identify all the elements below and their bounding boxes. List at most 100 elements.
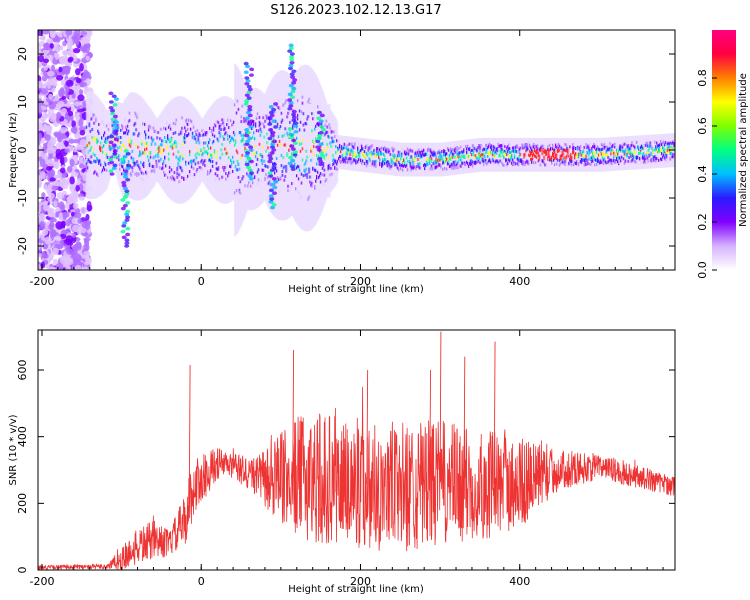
y-tick-label: 400 xyxy=(16,426,29,447)
heatmap-cell xyxy=(293,124,299,128)
heatmap-cell xyxy=(245,151,251,155)
heatmap-cell xyxy=(38,54,44,63)
heatmap-cell xyxy=(41,201,48,206)
heatmap-cell xyxy=(287,127,293,131)
heatmap-cell xyxy=(79,81,88,88)
heatmap-cell xyxy=(112,152,118,156)
y-tick-label: 20 xyxy=(16,47,29,61)
heatmap-cell xyxy=(293,129,299,134)
heatmap-cell xyxy=(79,63,84,72)
heatmap-cell xyxy=(113,137,119,142)
heatmap-cell xyxy=(84,34,91,43)
y-tick-label: 600 xyxy=(16,360,29,381)
heatmap-cell xyxy=(83,266,88,270)
heatmap-cell xyxy=(67,195,74,205)
heatmap-cell xyxy=(38,61,42,69)
heatmap-cell xyxy=(40,261,46,269)
heatmap-cell xyxy=(81,147,87,156)
heatmap-cell xyxy=(268,105,274,109)
snr-peak xyxy=(463,356,466,485)
heatmap-cell xyxy=(48,266,57,270)
heatmap-cell xyxy=(122,186,128,191)
heatmap-cell xyxy=(47,54,54,62)
heatmap-cell xyxy=(122,154,128,159)
heatmap-cell xyxy=(244,93,250,98)
heatmap-cell xyxy=(287,106,293,111)
heatmap-cell xyxy=(125,226,131,231)
heatmap-cell xyxy=(59,126,68,134)
heatmap-cell xyxy=(290,167,296,171)
heatmap-cell xyxy=(267,116,273,121)
heatmap-cell xyxy=(120,160,126,165)
heatmap-cell xyxy=(246,156,252,161)
heatmap-cell xyxy=(61,144,66,149)
y-tick-label: 0 xyxy=(16,147,29,154)
spectrogram-x-ticks: -200 0 200 400 xyxy=(29,30,664,288)
y-tick-label: 10 xyxy=(16,95,29,109)
heatmap-cell xyxy=(48,93,53,100)
heatmap-cell xyxy=(124,218,130,222)
snr-line xyxy=(38,331,675,570)
heatmap-cell xyxy=(60,220,67,228)
heatmap-cell xyxy=(72,138,80,144)
heatmap-cell xyxy=(291,81,297,85)
heatmap-cell xyxy=(246,84,252,89)
heatmap-cell xyxy=(317,133,323,138)
heatmap-cell xyxy=(270,130,276,135)
heatmap-cell xyxy=(291,112,297,117)
heatmap-cell xyxy=(47,70,55,77)
heatmap-cell xyxy=(43,65,48,71)
heatmap-cell xyxy=(247,105,253,109)
x-tick-label: 0 xyxy=(198,275,205,288)
snr-peak xyxy=(292,349,295,478)
heatmap-cell xyxy=(271,162,277,167)
heatmap-cell xyxy=(268,194,274,198)
spectrogram-heatmap xyxy=(38,30,675,270)
heatmap-cell xyxy=(119,157,125,162)
heatmap-cell xyxy=(124,192,130,196)
heatmap-cell xyxy=(244,128,250,132)
heatmap-cell xyxy=(248,125,254,129)
heatmap-cell xyxy=(267,159,273,164)
heatmap-cell xyxy=(71,218,78,225)
snr-peak xyxy=(429,369,432,485)
heatmap-cell xyxy=(68,56,74,62)
heatmap-cell xyxy=(43,184,48,190)
heatmap-cell xyxy=(315,139,321,144)
heatmap-cell xyxy=(288,101,294,105)
heatmap-cell xyxy=(61,133,67,140)
heatmap-cell xyxy=(46,207,55,213)
heatmap-cell xyxy=(245,130,251,135)
heatmap-cell xyxy=(245,64,251,69)
heatmap-cell xyxy=(673,143,675,147)
heatmap-cell xyxy=(108,105,114,110)
heatmap-cell xyxy=(245,139,251,144)
heatmap-cell xyxy=(53,200,58,208)
heatmap-cell xyxy=(246,90,252,95)
heatmap-cell xyxy=(122,195,128,199)
heatmap-cell xyxy=(51,82,58,87)
heatmap-cell xyxy=(290,75,296,79)
heatmap-cell xyxy=(288,66,294,71)
heatmap-cell xyxy=(41,253,49,259)
heatmap-cell xyxy=(58,55,67,65)
heatmap-cell xyxy=(113,131,119,136)
heatmap-cell xyxy=(49,42,55,49)
heatmap-cell xyxy=(316,110,322,115)
heatmap-cell xyxy=(319,113,325,118)
heatmap-cell xyxy=(287,49,293,53)
heatmap-cell xyxy=(65,36,72,42)
heatmap-cell xyxy=(46,80,52,90)
heatmap-cell xyxy=(291,69,297,74)
heatmap-cell xyxy=(38,49,42,55)
heatmap-cell xyxy=(82,69,89,79)
heatmap-cell xyxy=(271,139,277,144)
heatmap-cell xyxy=(83,237,91,242)
heatmap-cell xyxy=(38,213,46,222)
spectrogram-y-ticks: -20 -10 0 10 20 xyxy=(16,47,675,255)
heatmap-cell xyxy=(85,213,90,221)
heatmap-cell xyxy=(125,232,131,237)
heatmap-cell xyxy=(248,159,254,164)
heatmap-cell xyxy=(112,103,118,107)
